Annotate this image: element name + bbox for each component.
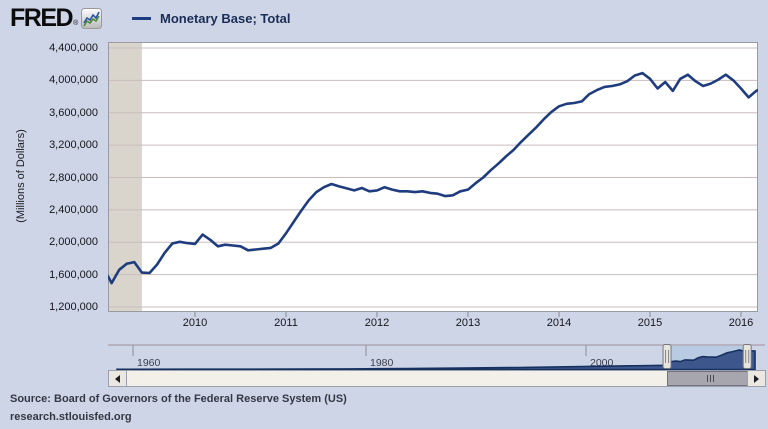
legend-line-swatch (132, 17, 151, 20)
scroll-left-button[interactable] (109, 371, 127, 386)
x-axis-tick-label: 2013 (455, 317, 481, 329)
fred-sparkline-icon (81, 8, 103, 34)
registered-mark: ® (73, 20, 79, 27)
y-axis-tick-label: 3,600,000 (49, 106, 98, 119)
horizontal-scrollbar[interactable] (108, 370, 766, 387)
site-link[interactable]: research.stlouisfed.org (10, 411, 132, 423)
y-axis-tick-label: 2,800,000 (49, 171, 98, 184)
left-arrow-icon (115, 374, 120, 383)
scrollbar-thumb[interactable] (667, 371, 753, 386)
range-handle-right[interactable] (742, 344, 752, 369)
y-axis-tick-label: 4,400,000 (49, 42, 98, 54)
x-axis-tick-label: 2011 (274, 317, 298, 329)
fred-logo[interactable]: FRED ® (10, 4, 103, 34)
fred-logo-text: FRED (10, 4, 74, 32)
plot-area[interactable] (108, 42, 758, 318)
chart-legend: Monetary Base; Total (132, 11, 291, 26)
scroll-right-button[interactable] (747, 371, 765, 386)
overview-area-chart (116, 349, 756, 371)
x-axis-tick-label: 2010 (182, 317, 208, 329)
source-text: Source: Board of Governors of the Federa… (10, 393, 347, 405)
date-range-slider[interactable]: 1960 1980 2000 (0, 340, 768, 372)
y-axis-tick-label: 1,600,000 (49, 268, 98, 281)
slider-year-label: 1980 (370, 357, 394, 369)
slider-year-label: 1960 (137, 357, 161, 369)
right-arrow-icon (754, 374, 759, 383)
thumb-grip-icon (706, 375, 708, 382)
x-axis-tick-label: 2016 (728, 317, 754, 329)
y-axis-tick-label: 2,400,000 (49, 203, 98, 216)
y-axis-tick-label: 3,200,000 (49, 139, 98, 152)
data-line-monetary-base[interactable] (108, 71, 758, 285)
x-axis-tick-label: 2014 (546, 317, 572, 329)
y-axis-tick-label: 4,000,000 (49, 74, 98, 87)
x-axis-tick-label: 2012 (364, 317, 390, 329)
range-handle-left[interactable] (662, 344, 672, 369)
y-axis-tick-label: 2,000,000 (49, 236, 98, 249)
legend-series-label: Monetary Base; Total (160, 11, 291, 26)
x-axis-tick-label: 2015 (637, 317, 663, 329)
y-axis-tick-label: 1,200,000 (49, 301, 98, 313)
